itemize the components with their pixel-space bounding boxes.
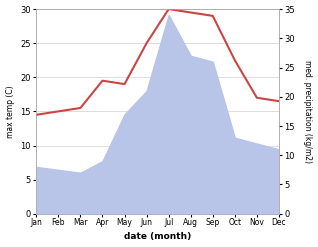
- Y-axis label: med. precipitation (kg/m2): med. precipitation (kg/m2): [303, 60, 313, 163]
- Y-axis label: max temp (C): max temp (C): [5, 85, 15, 138]
- X-axis label: date (month): date (month): [124, 232, 191, 242]
